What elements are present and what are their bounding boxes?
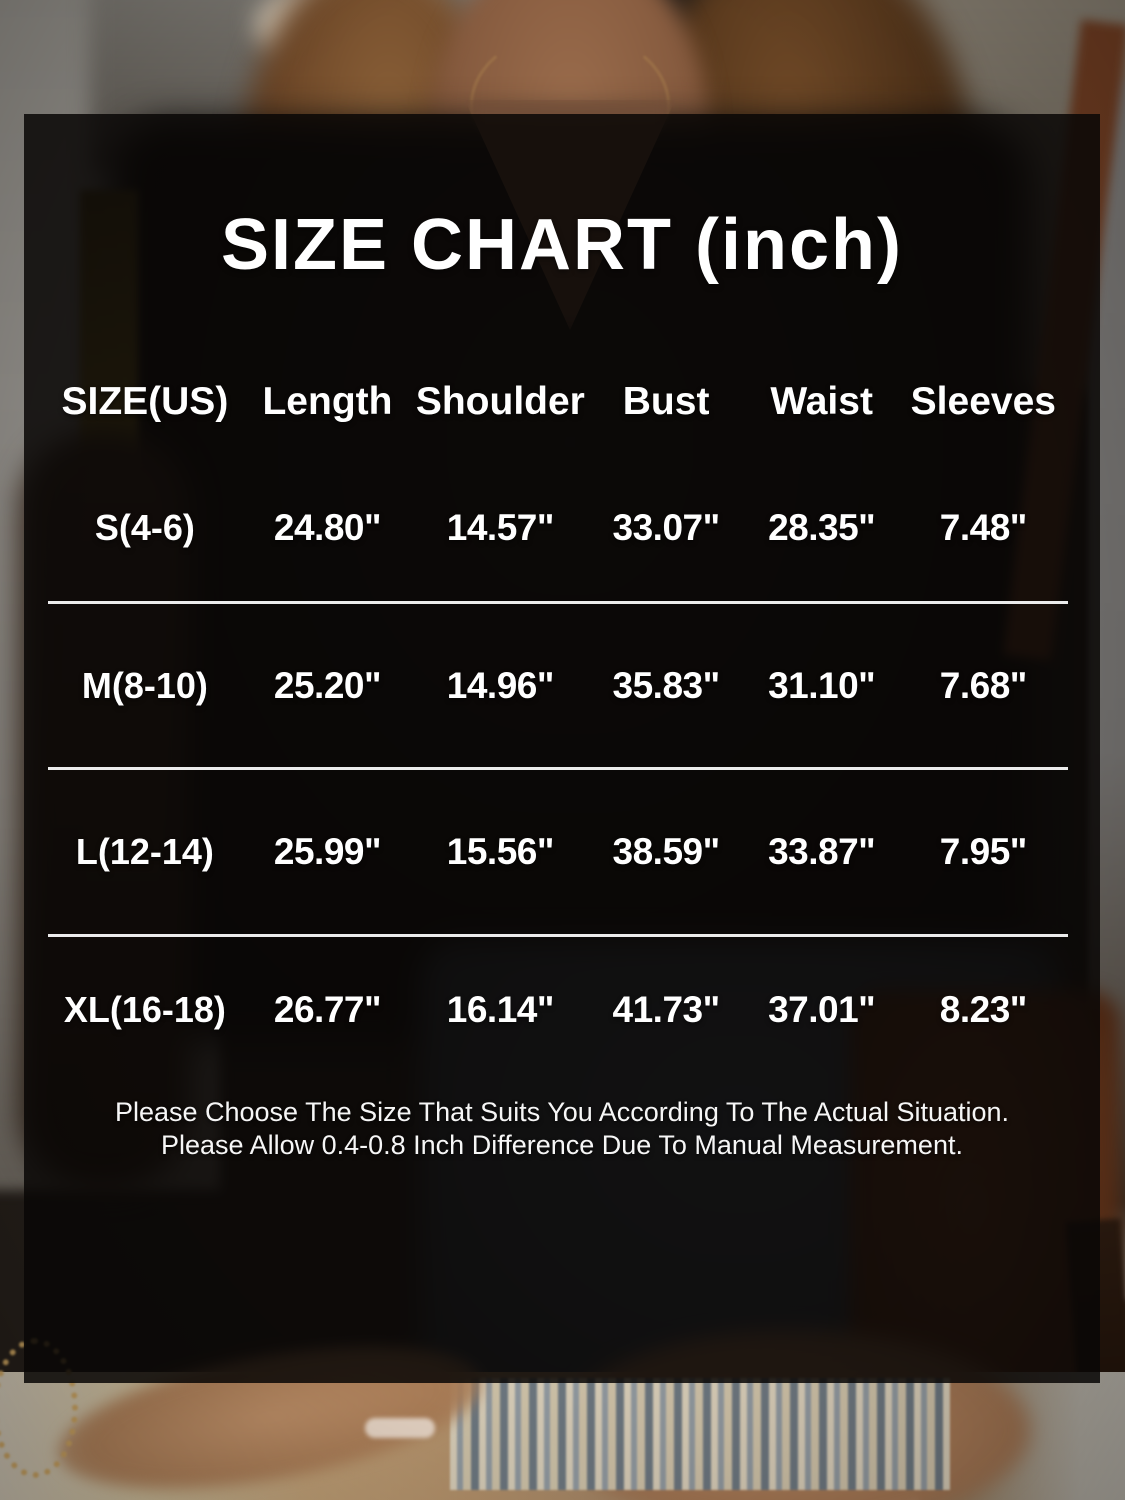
column-header-bust: Bust bbox=[622, 380, 710, 423]
table-row-medium: M(8-10) 25.20" 14.96" 35.83" 31.10" 7.68… bbox=[48, 604, 1068, 770]
length-value: 26.77" bbox=[273, 989, 382, 1030]
note-line-2: Please Allow 0.4-0.8 Inch Difference Due… bbox=[161, 1130, 963, 1160]
bust-value: 35.83" bbox=[612, 664, 721, 706]
measurement-note: Please Choose The Size That Suits You Ac… bbox=[24, 1096, 1100, 1162]
size-label: L(12-14) bbox=[75, 831, 214, 872]
table-row-large: L(12-14) 25.99" 15.56" 38.59" 33.87" 7.9… bbox=[48, 770, 1068, 937]
shoulder-value: 16.14" bbox=[446, 989, 555, 1030]
shoulder-value: 14.96" bbox=[446, 664, 555, 706]
sleeves-value: 8.23" bbox=[939, 989, 1028, 1030]
bust-value: 38.59" bbox=[612, 831, 721, 872]
table-row-small: S(4-6) 24.80" 14.57" 33.07" 28.35" 7.48" bbox=[48, 454, 1068, 604]
waist-value: 37.01" bbox=[768, 989, 876, 1030]
photo-denim-fray bbox=[450, 1378, 950, 1490]
bust-value: 33.07" bbox=[612, 506, 721, 548]
sleeves-value: 7.48" bbox=[939, 506, 1028, 548]
length-value: 24.80" bbox=[273, 506, 382, 548]
column-header-waist: Waist bbox=[770, 380, 873, 423]
shoulder-value: 15.56" bbox=[446, 831, 555, 872]
size-label: XL(16-18) bbox=[63, 989, 226, 1030]
note-line-1: Please Choose The Size That Suits You Ac… bbox=[114, 1097, 1010, 1127]
bust-value: 41.73" bbox=[612, 989, 721, 1030]
size-table: SIZE(US) Length Shoulder Bust Waist Slee… bbox=[48, 350, 1068, 1083]
column-header-shoulder: Shoulder bbox=[415, 380, 585, 423]
column-header-size: SIZE(US) bbox=[61, 380, 229, 423]
column-header-sleeves: Sleeves bbox=[910, 380, 1056, 423]
waist-value: 33.87" bbox=[768, 831, 876, 872]
table-row-xlarge: XL(16-18) 26.77" 16.14" 41.73" 37.01" 8.… bbox=[48, 937, 1068, 1083]
size-label: S(4-6) bbox=[94, 506, 195, 548]
size-label: M(8-10) bbox=[81, 664, 208, 706]
dark-overlay-panel bbox=[24, 114, 1100, 1383]
sleeves-value: 7.95" bbox=[939, 831, 1028, 872]
page-title: SIZE CHART (inch) bbox=[221, 205, 903, 285]
shoulder-value: 14.57" bbox=[446, 506, 555, 548]
length-value: 25.20" bbox=[273, 664, 382, 706]
sleeves-value: 7.68" bbox=[939, 664, 1028, 706]
table-header-row: SIZE(US) Length Shoulder Bust Waist Slee… bbox=[48, 350, 1068, 454]
waist-value: 31.10" bbox=[768, 664, 876, 706]
waist-value: 28.35" bbox=[768, 506, 876, 548]
length-value: 25.99" bbox=[273, 831, 382, 872]
photo-nails bbox=[365, 1418, 435, 1438]
column-header-length: Length bbox=[262, 380, 393, 423]
